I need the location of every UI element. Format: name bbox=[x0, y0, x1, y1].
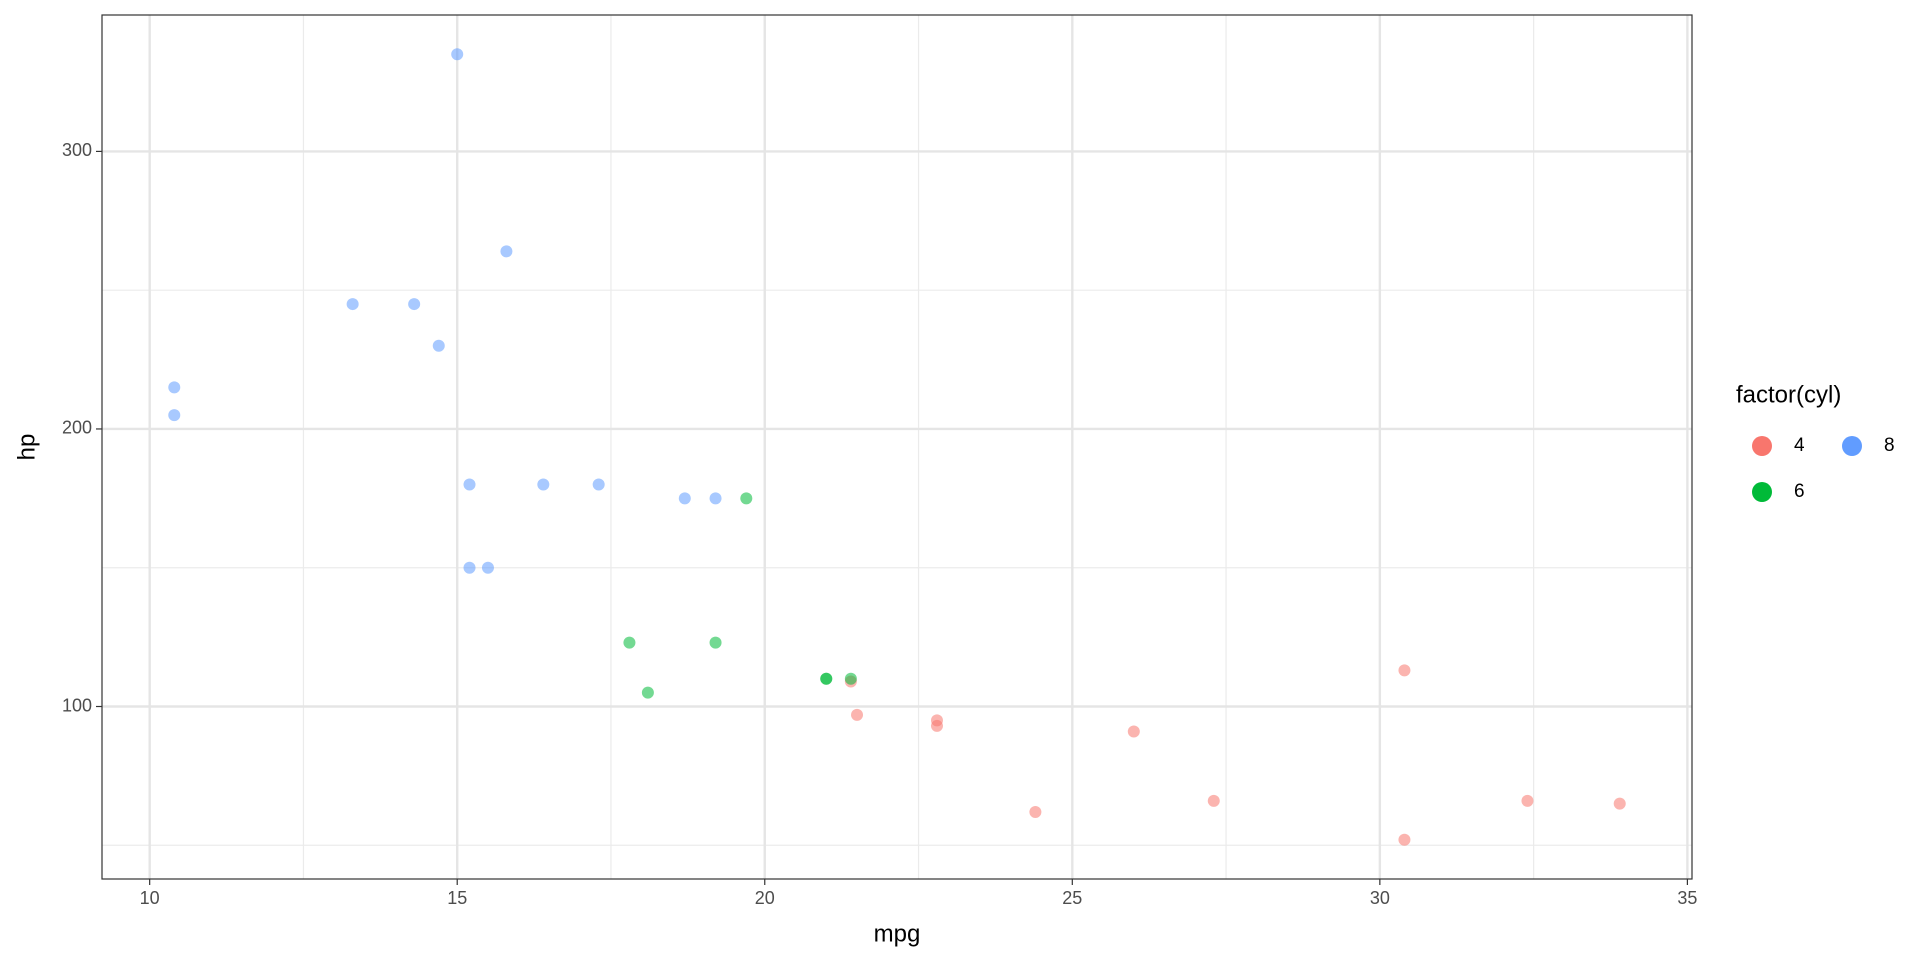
point bbox=[1521, 794, 1534, 807]
point bbox=[844, 672, 857, 685]
point bbox=[408, 298, 421, 311]
point bbox=[500, 245, 513, 258]
point bbox=[641, 686, 654, 699]
point bbox=[1398, 664, 1411, 677]
point bbox=[930, 714, 943, 727]
y-tick-label: 300 bbox=[62, 140, 92, 160]
point bbox=[432, 339, 445, 352]
point bbox=[168, 409, 181, 422]
point bbox=[1029, 805, 1042, 818]
point bbox=[709, 492, 722, 505]
x-tick-label: 10 bbox=[140, 888, 160, 908]
point bbox=[678, 492, 691, 505]
points bbox=[168, 48, 1626, 846]
x-tick-label: 25 bbox=[1062, 888, 1082, 908]
y-tick-label: 100 bbox=[62, 695, 92, 715]
legend-key bbox=[1752, 436, 1772, 456]
point bbox=[740, 492, 753, 505]
point bbox=[1127, 725, 1140, 738]
point bbox=[451, 48, 464, 61]
point bbox=[168, 381, 181, 394]
legend-label: 4 bbox=[1794, 435, 1805, 456]
point bbox=[463, 478, 476, 491]
x-tick-label: 20 bbox=[755, 888, 775, 908]
x-tick-label: 15 bbox=[447, 888, 467, 908]
x-tick-label: 30 bbox=[1370, 888, 1390, 908]
grid bbox=[102, 15, 1692, 879]
point bbox=[1207, 794, 1220, 807]
point bbox=[537, 478, 550, 491]
point bbox=[592, 478, 605, 491]
point bbox=[1398, 833, 1411, 846]
point bbox=[1613, 797, 1626, 810]
panel-border bbox=[101, 14, 1693, 880]
point bbox=[463, 561, 476, 574]
legend-label: 8 bbox=[1884, 435, 1895, 456]
point bbox=[709, 636, 722, 649]
y-tick-label: 200 bbox=[62, 418, 92, 438]
point bbox=[481, 561, 494, 574]
x-tick-label: 35 bbox=[1677, 888, 1697, 908]
y-axis-title: hp bbox=[13, 434, 40, 461]
legend-label: 6 bbox=[1794, 481, 1805, 502]
point bbox=[623, 636, 636, 649]
x-axis-title: mpg bbox=[874, 920, 921, 947]
legend-key bbox=[1842, 436, 1862, 456]
legend-key bbox=[1752, 482, 1772, 502]
point bbox=[820, 672, 833, 685]
point bbox=[851, 708, 864, 721]
point bbox=[346, 298, 359, 311]
legend-title: factor(cyl) bbox=[1736, 381, 1841, 408]
